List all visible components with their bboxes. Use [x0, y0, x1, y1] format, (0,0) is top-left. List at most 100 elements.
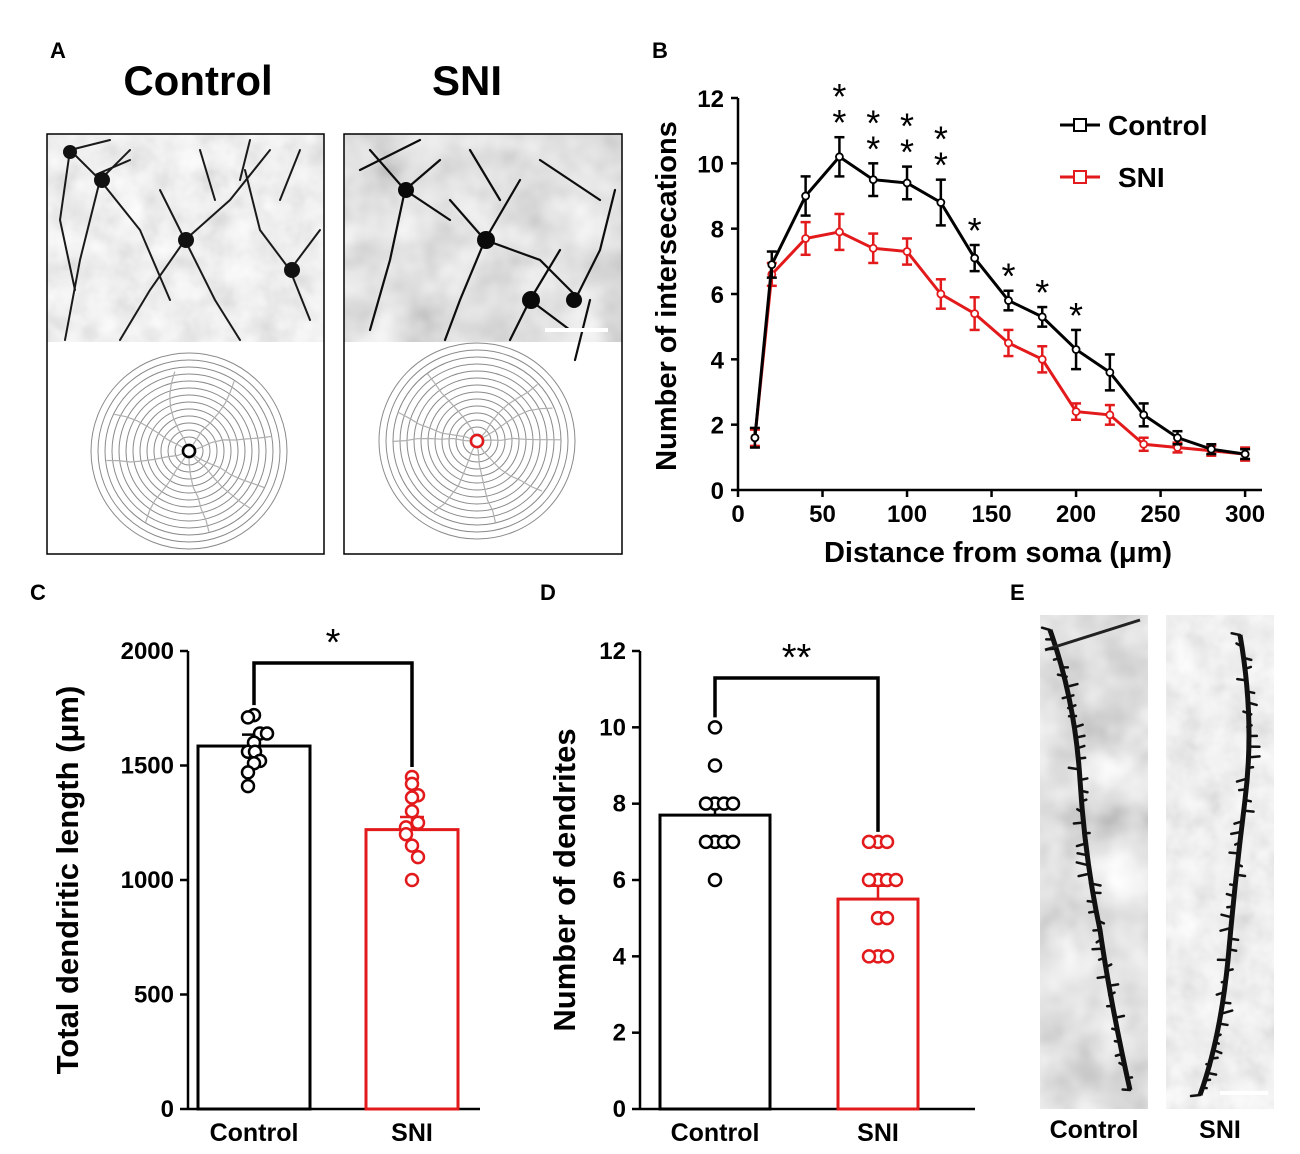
panel-label-b: B [652, 38, 668, 63]
data-point-control [725, 796, 741, 811]
significance-bracket [252, 661, 414, 767]
y-tick-label: 8 [711, 217, 724, 244]
dendritic-spine [1077, 756, 1087, 760]
data-point-sni [1037, 354, 1047, 364]
dendritic-spine [1077, 872, 1090, 878]
data-point-control [902, 178, 912, 188]
significance-star: * [832, 102, 846, 143]
y-tick-label: 6 [613, 867, 626, 894]
dendritic-spine [1242, 710, 1253, 716]
data-point-control [750, 433, 760, 443]
dendritic-spine [1118, 1061, 1126, 1068]
significance-star: * [866, 102, 880, 143]
dendritic-spine [1056, 673, 1068, 678]
dendritic-spine [1220, 1022, 1229, 1027]
y-tick-label: 1500 [121, 753, 174, 780]
dendritic-spine [1126, 1076, 1134, 1080]
panel-e: Control SNI [1040, 615, 1274, 1144]
dendritic-spine [1233, 820, 1244, 825]
data-point-control [240, 710, 256, 725]
chart-c: 0 500 1000 1500 2000 Control SNI * [121, 622, 480, 1147]
chart-b-legend: Control SNI [1060, 110, 1208, 193]
dendritic-spine [1076, 744, 1086, 750]
x-tick-label: SNI [391, 1119, 433, 1147]
x-tick-label: 200 [1056, 501, 1096, 528]
data-point-sni [861, 834, 877, 850]
data-point-sni [879, 834, 895, 850]
data-point-sni [1071, 407, 1081, 417]
significance-star: * [900, 132, 914, 173]
bar-sni [364, 828, 460, 1111]
significance-star: ** [782, 637, 812, 679]
data-point-control [707, 872, 723, 888]
data-point-control [240, 765, 256, 780]
legend-sni-label: SNI [1118, 162, 1165, 193]
data-point-control [801, 191, 811, 201]
dendritic-spine [1087, 910, 1098, 914]
significance-star: * [866, 128, 880, 169]
series-line-control [753, 154, 1246, 456]
sholl-ring [434, 398, 520, 484]
dendritic-spine [1086, 899, 1096, 904]
y-tick-label: 8 [613, 791, 626, 818]
dendrite-tracing [114, 413, 190, 452]
dendritic-spine [1228, 883, 1236, 887]
data-point-sni [861, 949, 877, 964]
dendrite-tracing [188, 450, 251, 509]
data-point-control [1240, 449, 1250, 459]
data-point-sni [970, 309, 980, 319]
dendrite-tracing [188, 435, 271, 452]
data-point-sni [879, 949, 895, 964]
sholl-ring [378, 342, 576, 540]
sholl-ring [167, 429, 211, 473]
panel-label-e: E [1010, 580, 1025, 605]
dendrite-tracing [145, 450, 190, 523]
dendritic-spine [1234, 841, 1241, 846]
dendrite-tracing [106, 450, 190, 463]
data-point-control [936, 198, 946, 207]
dendritic-spine [1215, 990, 1227, 996]
dendritic-spine [1225, 968, 1234, 972]
dendritic-spine [1237, 788, 1248, 792]
y-tick-label: 12 [697, 86, 724, 113]
data-point-control [767, 260, 777, 270]
data-point-sni [398, 826, 414, 842]
sholl-ring [160, 422, 218, 480]
data-point-sni [410, 815, 426, 830]
dendritic-spine [1088, 882, 1102, 887]
data-point-sni [936, 289, 946, 299]
dendritic-spine [1235, 777, 1249, 783]
dendritic-spine [1052, 656, 1062, 661]
dendrite-tracing [169, 371, 190, 452]
sholl-ring [132, 394, 246, 508]
significance-star: * [1035, 272, 1049, 313]
data-point-control [1004, 296, 1013, 305]
dendritic-spine [1075, 861, 1088, 866]
data-point-control [725, 834, 741, 850]
dendritic-spine [1241, 656, 1253, 662]
dendrite-tracing [188, 450, 210, 532]
data-point-sni [861, 872, 877, 888]
dendrite-tracing [476, 437, 561, 442]
bar-control [196, 744, 312, 1111]
sholl-ring [427, 391, 527, 491]
dendritic-spine [1243, 798, 1253, 803]
x-tick-label: Control [210, 1119, 299, 1147]
dendritic-spine [1222, 1001, 1232, 1005]
dendritic-spine [1075, 723, 1084, 728]
data-point-sni [404, 790, 420, 805]
data-point-sni [404, 776, 420, 792]
panel-a-sni-title: SNI [432, 57, 502, 104]
control-micrograph [46, 133, 325, 555]
data-point-control [1139, 410, 1149, 420]
dendritic-spine [1227, 948, 1238, 952]
dendritic-spine [1075, 842, 1086, 848]
data-point-control [868, 175, 878, 185]
data-point-control [707, 758, 723, 773]
dendritic-spine [1205, 1062, 1212, 1067]
dendritic-spine [1112, 1014, 1126, 1020]
dendritic-spine [1204, 1078, 1212, 1082]
panel-a-control-title: Control [123, 57, 272, 104]
x-tick-label: Control [671, 1119, 760, 1147]
sni-spines [1189, 631, 1261, 1098]
